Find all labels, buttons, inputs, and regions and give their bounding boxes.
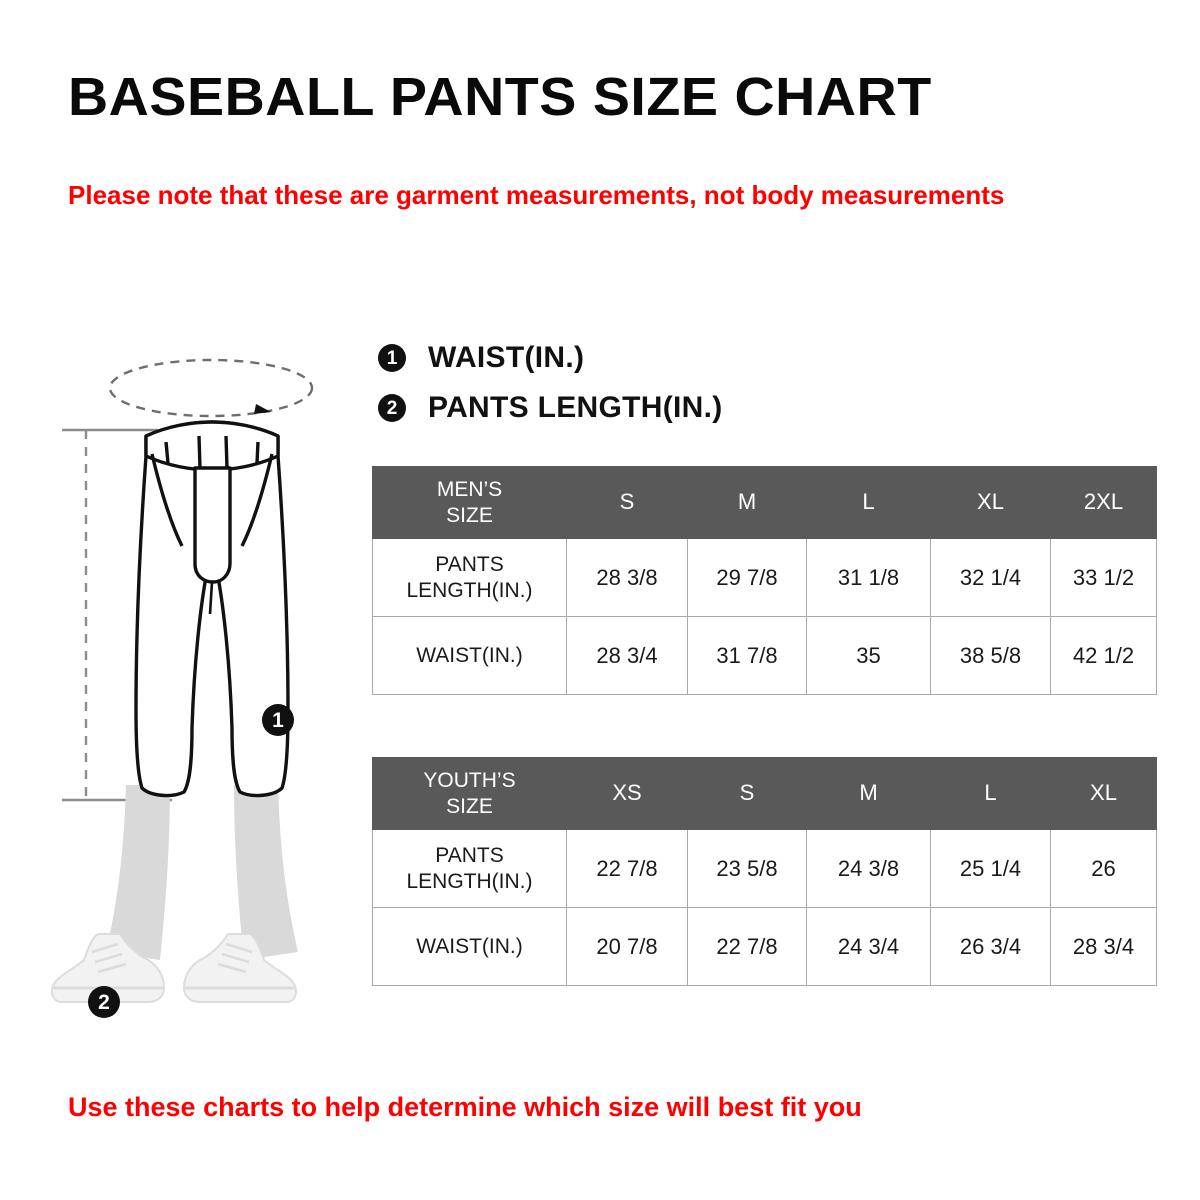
column-header-xl: XL (930, 466, 1051, 539)
table-row: WAIST(IN.) 20 7/8 22 7/8 24 3/4 26 3/4 2… (372, 907, 1157, 986)
cell-waist-2xl: 42 1/2 (1050, 616, 1157, 695)
column-header-xs: XS (566, 757, 688, 830)
row-label-line1: PANTS (435, 843, 504, 867)
cell-pants-length-s: 23 5/8 (687, 829, 807, 908)
waist-marker-one-icon: 1 (262, 704, 294, 736)
row-label-waist: WAIST(IN.) (372, 907, 567, 986)
row-label-pants-length: PANTS LENGTH(IN.) (372, 538, 567, 617)
cell-pants-length-xs: 22 7/8 (566, 829, 688, 908)
legend-item-pants-length: 2 PANTS LENGTH(IN.) (378, 386, 723, 430)
cell-pants-length-s: 28 3/8 (566, 538, 688, 617)
garment-measurement-note: Please note that these are garment measu… (68, 180, 1005, 210)
dashed-waist-ellipse-icon (108, 358, 314, 418)
table-row: WAIST(IN.) 28 3/4 31 7/8 35 38 5/8 42 1/… (372, 616, 1157, 695)
column-header-l: L (930, 757, 1051, 830)
youths-size-header: YOUTH’S SIZE (372, 757, 567, 830)
legend-item-waist: 1 WAIST(IN.) (378, 336, 723, 380)
youths-size-header-line2: SIZE (446, 794, 493, 818)
cell-waist-l: 26 3/4 (930, 907, 1051, 986)
sock-right-icon (234, 785, 298, 960)
size-help-note: Use these charts to help determine which… (68, 1092, 862, 1122)
cell-pants-length-m: 29 7/8 (687, 538, 807, 617)
cell-pants-length-xl: 32 1/4 (930, 538, 1051, 617)
row-label-pants-length: PANTS LENGTH(IN.) (372, 829, 567, 908)
row-label-waist: WAIST(IN.) (372, 616, 567, 695)
number-one-circle-icon: 1 (378, 344, 406, 372)
pants-diagram-svg (51, 358, 314, 1003)
table-header-row: YOUTH’S SIZE XS S M L XL (372, 757, 1157, 830)
row-label-line1: PANTS (435, 552, 504, 576)
column-header-l: L (806, 466, 931, 539)
shoes-group (51, 933, 297, 1003)
page-title: BASEBALL PANTS SIZE CHART (68, 67, 932, 127)
column-header-2xl: 2XL (1050, 466, 1157, 539)
row-label-line2: LENGTH(IN.) (406, 869, 533, 893)
pants-length-marker-two-icon: 2 (88, 986, 120, 1018)
cell-waist-s: 22 7/8 (687, 907, 807, 986)
mens-size-table: MEN’S SIZE S M L XL 2XL PANTS LENGTH(IN.… (372, 466, 1157, 695)
cell-pants-length-m: 24 3/8 (806, 829, 931, 908)
table-row: PANTS LENGTH(IN.) 22 7/8 23 5/8 24 3/8 2… (372, 829, 1157, 908)
measurement-legend: 1 WAIST(IN.) 2 PANTS LENGTH(IN.) (378, 336, 723, 436)
sock-left-icon (106, 785, 170, 960)
cell-waist-s: 28 3/4 (566, 616, 688, 695)
pants-measurement-illustration: 1 2 (40, 330, 380, 1018)
column-header-m: M (806, 757, 931, 830)
column-header-s: S (687, 757, 807, 830)
mens-size-header-line1: MEN’S (436, 477, 503, 501)
column-header-s: S (566, 466, 688, 539)
cell-waist-xl: 38 5/8 (930, 616, 1051, 695)
cell-waist-xl: 28 3/4 (1050, 907, 1157, 986)
cell-waist-l: 35 (806, 616, 931, 695)
pants-outline-icon (134, 420, 290, 798)
number-two-circle-icon: 2 (378, 394, 406, 422)
row-label-line2: LENGTH(IN.) (406, 578, 533, 602)
legend-label-pants-length: PANTS LENGTH(IN.) (428, 391, 723, 424)
mens-size-header: MEN’S SIZE (372, 466, 567, 539)
shoe-right-icon (182, 933, 297, 1003)
legend-label-waist: WAIST(IN.) (428, 341, 585, 374)
cell-waist-m: 31 7/8 (687, 616, 807, 695)
cell-waist-m: 24 3/4 (806, 907, 931, 986)
cell-pants-length-l: 31 1/8 (806, 538, 931, 617)
column-header-m: M (687, 466, 807, 539)
cell-pants-length-2xl: 33 1/2 (1050, 538, 1157, 617)
youths-size-header-line1: YOUTH’S (423, 768, 516, 792)
shoe-left-icon (51, 933, 166, 1003)
cell-pants-length-l: 25 1/4 (930, 829, 1051, 908)
column-header-xl: XL (1050, 757, 1157, 830)
cell-pants-length-xl: 26 (1050, 829, 1157, 908)
socks-group (106, 785, 298, 960)
youths-size-table: YOUTH’S SIZE XS S M L XL PANTS LENGTH(IN… (372, 757, 1157, 986)
table-row: PANTS LENGTH(IN.) 28 3/8 29 7/8 31 1/8 3… (372, 538, 1157, 617)
table-header-row: MEN’S SIZE S M L XL 2XL (372, 466, 1157, 539)
mens-size-header-line2: SIZE (446, 503, 493, 527)
cell-waist-xs: 20 7/8 (566, 907, 688, 986)
